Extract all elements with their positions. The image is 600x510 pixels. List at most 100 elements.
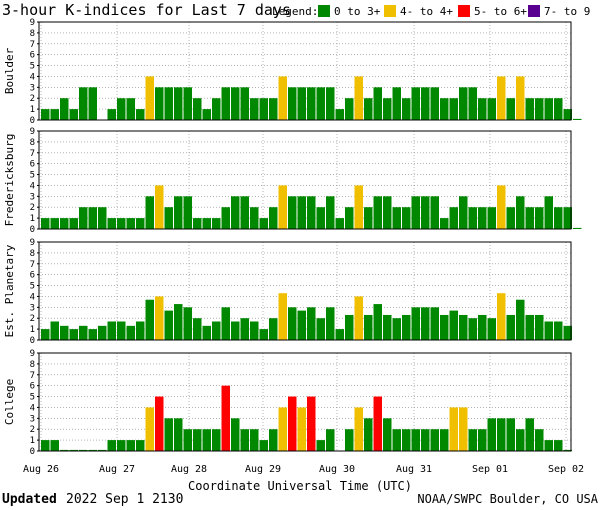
bar	[231, 87, 240, 120]
bar	[164, 310, 173, 340]
bar	[487, 207, 496, 229]
y-tick-label: 5	[30, 393, 35, 403]
bar	[392, 429, 401, 451]
bar	[136, 440, 145, 451]
bar	[326, 307, 335, 340]
bar	[79, 449, 88, 451]
bar	[136, 218, 145, 229]
bar	[459, 87, 468, 120]
bar	[297, 407, 306, 451]
bar	[554, 207, 563, 229]
y-tick-label: 2	[30, 425, 35, 435]
bar	[506, 207, 515, 229]
y-tick-label: 8	[30, 29, 35, 39]
bar	[107, 440, 116, 451]
bar	[497, 76, 506, 120]
bar	[278, 407, 287, 451]
bar	[297, 196, 306, 229]
bar	[117, 98, 126, 120]
bar	[383, 314, 392, 340]
bar	[440, 98, 449, 120]
bar	[231, 321, 240, 340]
bar	[193, 318, 202, 340]
bar	[269, 429, 278, 451]
bar	[231, 196, 240, 229]
y-tick-label: 3	[30, 83, 35, 93]
y-tick-label: 0	[30, 225, 35, 235]
legend-label-purple: 7- to 9	[544, 5, 590, 18]
x-axis-ticks: Aug 26 Aug 27 Aug 28 Aug 29 Aug 30 Aug 31 Sep …	[23, 464, 584, 475]
panel-frame	[38, 130, 572, 230]
bar	[240, 196, 249, 229]
bar	[563, 207, 572, 229]
bar	[212, 98, 221, 120]
bar	[221, 385, 230, 451]
bar	[69, 109, 78, 120]
bar	[250, 207, 259, 229]
bar	[430, 429, 439, 451]
y-tick-label: 5	[30, 62, 35, 72]
y-tick-label: 3	[30, 414, 35, 424]
bar	[297, 310, 306, 340]
bar	[174, 304, 183, 340]
bar	[563, 325, 572, 340]
y-tick-label: 4	[30, 403, 35, 413]
bar	[383, 98, 392, 120]
legend-label: Legend:	[272, 5, 318, 18]
bar	[69, 329, 78, 340]
legend-swatch-purple	[528, 5, 540, 17]
bar	[544, 321, 553, 340]
y-tick-label: 8	[30, 360, 35, 370]
legend-swatch-green	[318, 5, 330, 17]
bar	[98, 449, 107, 451]
bar	[430, 196, 439, 229]
bar	[326, 429, 335, 451]
bar	[554, 440, 563, 451]
bar	[126, 440, 135, 451]
bar	[79, 87, 88, 120]
bar	[326, 196, 335, 229]
bar	[88, 329, 97, 340]
bar	[221, 307, 230, 340]
y-tick-label: 6	[30, 51, 35, 61]
bar	[174, 87, 183, 120]
bar	[345, 314, 354, 340]
bar	[50, 109, 59, 120]
bar	[278, 293, 287, 340]
bar	[392, 87, 401, 120]
bar	[202, 109, 211, 120]
bar	[402, 98, 411, 120]
credit-text: NOAA/SWPC Boulder, CO USA	[417, 492, 598, 506]
bar	[421, 429, 430, 451]
bar	[316, 207, 325, 229]
y-tick-label: 8	[30, 249, 35, 259]
panel-label: Est. Planetary	[3, 244, 16, 337]
bar	[525, 418, 534, 451]
bar	[373, 396, 382, 451]
bar	[202, 429, 211, 451]
y-tick-label: 6	[30, 271, 35, 281]
bar	[288, 196, 297, 229]
bar	[288, 396, 297, 451]
bar	[202, 325, 211, 340]
bar	[136, 321, 145, 340]
bar	[459, 196, 468, 229]
bar	[354, 296, 363, 340]
bar	[174, 196, 183, 229]
bar	[145, 196, 154, 229]
bar	[459, 407, 468, 451]
bar	[155, 396, 164, 451]
y-tick-label: 0	[30, 447, 35, 457]
bar	[411, 429, 420, 451]
bar	[364, 98, 373, 120]
bar	[563, 449, 572, 451]
bar	[126, 98, 135, 120]
bar	[516, 76, 525, 120]
bar	[440, 314, 449, 340]
bar	[69, 449, 78, 451]
legend-swatch-red	[458, 5, 470, 17]
bar	[145, 299, 154, 340]
bar	[193, 429, 202, 451]
